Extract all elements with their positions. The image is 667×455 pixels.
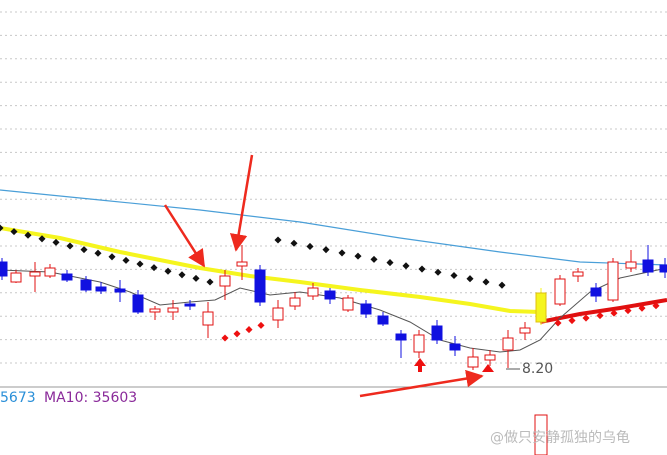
sar-dot [10,228,18,236]
sar-dot [80,246,88,254]
sar-dot [245,326,253,334]
candle-body [10,272,22,283]
sar-dot [52,238,60,246]
arrow [359,369,484,398]
candle-body [449,343,461,351]
candle-body [502,337,514,351]
candle-body [395,333,407,341]
sar-dot [466,275,474,283]
candle-body [219,275,231,287]
arrow [163,204,206,268]
candle-body [289,297,301,307]
sar-dot [354,252,362,260]
sar-dot [66,242,74,250]
candle-body [114,288,126,293]
ma-line-blue [0,189,667,266]
candle-body [554,278,566,305]
sar-dot [164,267,172,275]
sar-dot [418,265,426,273]
ma10-legend: MA10: 35603 [44,390,137,406]
candle-body [307,287,319,297]
sar-dot [38,235,46,243]
sar-dot [338,249,346,257]
ma-line-yellow [0,226,541,314]
candle-body [80,279,92,291]
candle-body [132,294,144,313]
candle-body [29,271,41,277]
ma-line-gray [0,267,667,353]
sar-dot [370,255,378,263]
sar-dot [554,319,562,327]
sar-dot [322,246,330,254]
candle-body [642,259,654,273]
candle-body [572,271,584,277]
candle-body [167,307,179,313]
sar-dot [498,281,506,289]
candles [0,245,667,370]
candle-body [467,356,479,368]
candle-body [484,354,496,361]
sar-dot [257,321,265,329]
sar-dot [610,309,618,317]
sar-dot [221,334,229,342]
sar-dot [386,259,394,267]
candle-body [236,261,248,267]
candle-body [342,297,354,311]
candle-body [377,315,389,325]
sar-dot [596,312,604,320]
sar-dot [94,249,102,257]
sar-dot [206,278,214,286]
candle-body [272,307,284,321]
sar-dot [624,307,632,315]
candle-body [202,311,214,326]
sar-dot [150,264,158,272]
candle-body [413,334,425,353]
candle-body [0,261,8,277]
candle-body [324,290,336,300]
sar-dot [233,330,241,338]
sar-dot [482,278,490,286]
sar-dot [652,302,660,310]
arrow [229,154,254,252]
sar-dot [274,236,282,244]
candle-body [659,264,667,273]
sar-dot [178,271,186,279]
candle-body [590,287,602,297]
sar-dot [122,256,130,264]
grid [0,11,667,364]
candle-body [254,269,266,303]
up-marker [414,358,426,372]
candle-body [149,308,161,313]
candle-body [95,286,107,292]
sar-dot [638,304,646,312]
candle-body [431,325,443,341]
ma5-legend: 5673 [0,390,36,406]
sar-dot [568,316,576,325]
candle-body [519,327,531,334]
sar-dot [192,274,200,282]
sar-dot [290,239,298,247]
up-marker [482,364,494,372]
candle-body [44,267,56,277]
sar-dot [434,268,442,276]
sar-dot [136,260,144,268]
candle-body [184,303,196,307]
candle-body [625,261,637,269]
sar-dot [450,271,458,280]
sar-dot [0,224,4,232]
sar-dots [0,224,660,342]
candle-body [607,261,619,301]
sar-dot [306,242,314,250]
sar-dot [582,314,590,322]
candle-body [61,273,73,281]
volume-bar [534,414,548,455]
sar-dot [24,231,32,239]
candle-body [360,303,372,315]
low-label: 8.20 [522,361,553,377]
watermark: @做只安静孤独的乌龟 [490,430,630,446]
sar-dot [402,262,410,270]
candle-body [535,292,547,323]
